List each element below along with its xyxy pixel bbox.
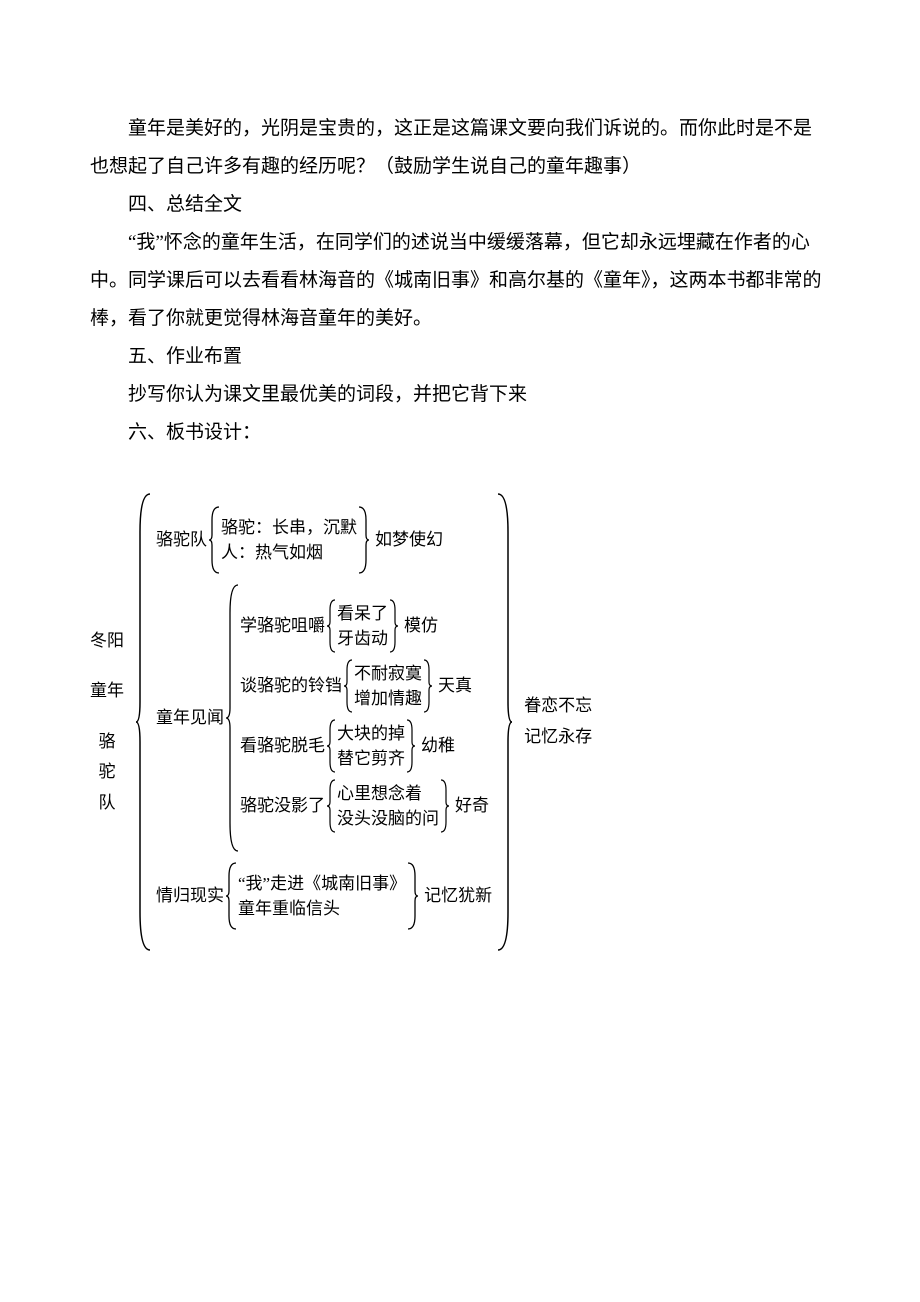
paragraph-summary: “我”怀念的童年生活，在同学们的述说当中缓缓落幕，但它却永远埋藏在作者的心中。同… [90, 224, 830, 338]
root-brace-right [496, 492, 514, 952]
shed-tag: 幼稚 [421, 731, 455, 762]
root-label-3: 骆驼队 [99, 727, 116, 819]
s1-item-2: 人：热气如烟 [221, 540, 357, 566]
brace-shed-right [405, 718, 417, 774]
section-label-2: 童年见闻 [156, 703, 224, 734]
bell-leaf-1: 不耐寂寞 [354, 661, 422, 687]
brace-s3-right [406, 861, 420, 931]
bell-tag: 天真 [438, 671, 472, 702]
chew-leaf-1: 看呆了 [337, 601, 388, 627]
heading-five: 五、作业布置 [90, 338, 830, 376]
section-camel-team: 骆驼队 骆驼：长串，沉默 人：热气如烟 如梦使幻 [156, 505, 492, 575]
sub-bell: 谈骆驼的铃铛 不耐寂寞 增加情趣 天真 [240, 658, 489, 714]
s3-item-1: “我”走进《城南旧事》 [238, 871, 406, 897]
brace-s2-left [224, 583, 240, 853]
root-label-2: 童年 [90, 676, 124, 707]
brace-chew-right [388, 598, 400, 654]
sub-label-shed: 看骆驼脱毛 [240, 731, 325, 762]
brace-s1-left [207, 505, 221, 575]
sections: 骆驼队 骆驼：长串，沉默 人：热气如烟 如梦使幻 童年见闻 [156, 505, 492, 939]
sub-label-chew: 学骆驼咀嚼 [240, 611, 325, 642]
section-1-items: 骆驼：长串，沉默 人：热气如烟 [221, 515, 357, 566]
heading-four: 四、总结全文 [90, 186, 830, 224]
root-brace-left [134, 492, 152, 952]
s1-tag: 如梦使幻 [375, 525, 443, 556]
shed-leaf-2: 替它剪齐 [337, 746, 405, 772]
brace-gone-left [325, 778, 337, 834]
chew-tag: 模仿 [404, 611, 438, 642]
paragraph-intro: 童年是美好的，光阴是宝贵的，这正是这篇课文要向我们诉说的。而你此时是不是也想起了… [90, 110, 830, 186]
brace-s1-right [357, 505, 371, 575]
brace-bell-right [422, 658, 434, 714]
sub-label-gone: 骆驼没影了 [240, 791, 325, 822]
gone-leaf-1: 心里想念着 [337, 781, 439, 807]
brace-bell-left [342, 658, 354, 714]
bell-leaf-2: 增加情趣 [354, 686, 422, 712]
sub-label-bell: 谈骆驼的铃铛 [240, 671, 342, 702]
shed-leaf-1: 大块的掉 [337, 721, 405, 747]
brace-shed-left [325, 718, 337, 774]
summary-1: 眷恋不忘 [524, 691, 592, 722]
section-childhood: 童年见闻 学骆驼咀嚼 看呆了 牙齿动 [156, 583, 492, 853]
board-diagram: 冬阳 童年 骆驼队 骆驼队 骆驼：长串，沉默 人：热气如烟 [90, 492, 830, 952]
s3-item-2: 童年重临信头 [238, 896, 406, 922]
gone-tag: 好奇 [455, 791, 489, 822]
section-label-3: 情归现实 [156, 881, 224, 912]
brace-chew-left [325, 598, 337, 654]
brace-gone-right [439, 778, 451, 834]
section-reality: 情归现实 “我”走进《城南旧事》 童年重临信头 记忆犹新 [156, 861, 492, 931]
chew-leaf-2: 牙齿动 [337, 626, 388, 652]
paragraph-homework: 抄写你认为课文里最优美的词段，并把它背下来 [90, 376, 830, 414]
gone-leaf-2: 没头没脑的问 [337, 806, 439, 832]
root-labels: 冬阳 童年 骆驼队 [90, 626, 130, 819]
brace-s3-left [224, 861, 238, 931]
section-label-1: 骆驼队 [156, 525, 207, 556]
sub-shed: 看骆驼脱毛 大块的掉 替它剪齐 幼稚 [240, 718, 489, 774]
s1-item-1: 骆驼：长串，沉默 [221, 515, 357, 541]
section-2-subitems: 学骆驼咀嚼 看呆了 牙齿动 模仿 [240, 598, 489, 838]
heading-six: 六、板书设计： [90, 414, 830, 452]
s3-tag: 记忆犹新 [424, 881, 492, 912]
sub-chew: 学骆驼咀嚼 看呆了 牙齿动 模仿 [240, 598, 489, 654]
summary: 眷恋不忘 记忆永存 [524, 691, 592, 752]
summary-2: 记忆永存 [524, 722, 592, 753]
root-label-1: 冬阳 [90, 626, 124, 657]
sub-gone: 骆驼没影了 心里想念着 没头没脑的问 好奇 [240, 778, 489, 834]
